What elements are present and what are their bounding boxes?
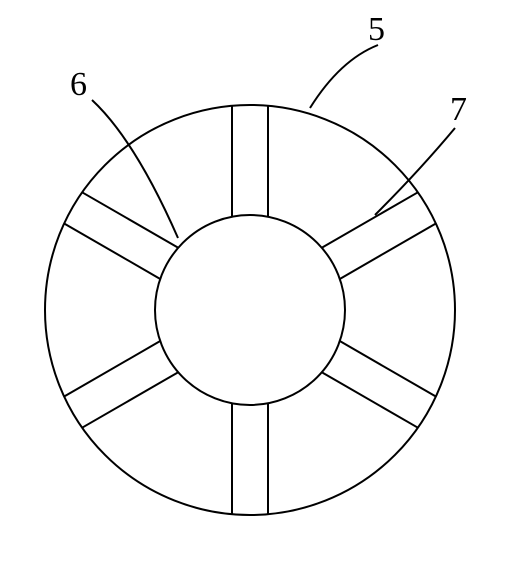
leader-outer-ring [310,45,378,108]
spoke-edge [340,223,436,278]
leader-spoke [375,128,455,215]
label-outer-ring: 5 [368,11,385,48]
leader-inner-circle [92,100,178,238]
spoke-edge [64,341,160,396]
ring-spoke-diagram: 5 6 7 [0,0,507,570]
spoke-edge [322,372,418,427]
spoke-edge [82,192,178,247]
spoke-edge [64,223,160,278]
spoke-edge [82,372,178,427]
outer-ring [45,105,455,515]
label-inner-circle: 6 [70,66,87,103]
spoke-edge [322,192,418,247]
spoke-edge [340,341,436,396]
inner-circle [155,215,345,405]
label-spoke: 7 [450,91,467,128]
